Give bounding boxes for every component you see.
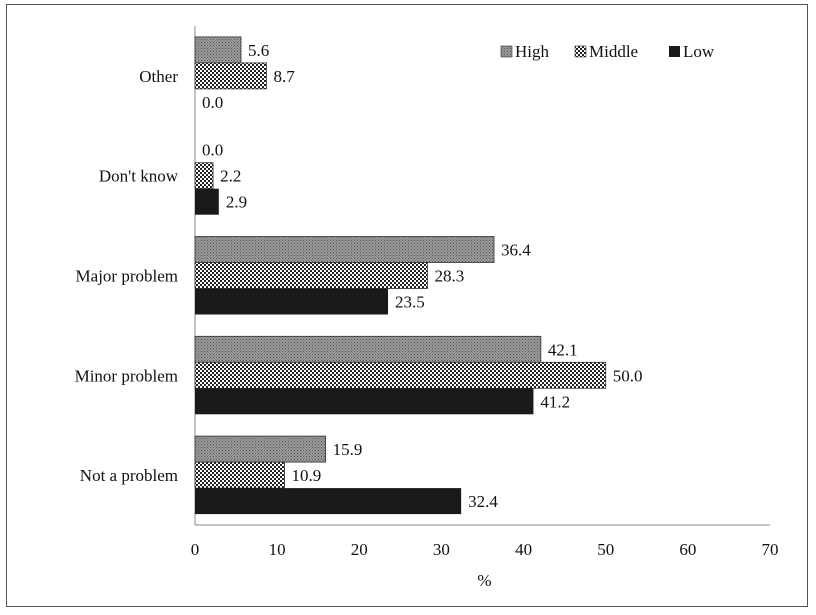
labels: Not a problem 15.9 10.9 32.4 Minor problem 42…: [75, 41, 643, 511]
bar-middle: [194, 162, 214, 190]
data-label: 0.0: [202, 141, 223, 160]
data-label: 36.4: [501, 241, 531, 260]
bars: [194, 36, 607, 515]
legend-label: High: [515, 42, 550, 61]
legend-swatch-low: [669, 46, 680, 57]
data-label: 2.9: [226, 193, 247, 212]
data-label: 23.5: [395, 293, 425, 312]
category-label: Minor problem: [75, 366, 178, 385]
bar-middle: [194, 62, 267, 90]
data-label: 8.7: [273, 67, 295, 86]
bar-low: [195, 388, 534, 415]
x-tick-label: 0: [191, 540, 200, 559]
data-label: 10.9: [292, 466, 322, 485]
x-tick-label: 60: [679, 540, 696, 559]
x-tick-label: 20: [351, 540, 368, 559]
category-label: Don't know: [99, 167, 179, 186]
legend: High Middle Low: [500, 42, 715, 61]
data-label: 41.2: [540, 392, 570, 411]
category-label: Major problem: [76, 267, 178, 286]
data-label: 28.3: [434, 267, 464, 286]
x-tick-label: 70: [762, 540, 779, 559]
data-label: 15.9: [333, 440, 363, 459]
x-tick-label: 40: [515, 540, 532, 559]
data-label: 2.2: [220, 167, 241, 186]
data-label: 0.0: [202, 93, 223, 112]
data-label: 50.0: [613, 366, 643, 385]
bar-high: [194, 36, 242, 64]
bar-high: [194, 435, 327, 463]
category-label: Other: [139, 67, 178, 86]
x-axis-title: %: [477, 571, 491, 590]
x-tick-label: 10: [269, 540, 286, 559]
bar-high: [194, 236, 495, 263]
data-label: 32.4: [468, 492, 498, 511]
bar-low: [195, 288, 389, 315]
legend-swatch-middle: [574, 45, 587, 58]
x-tick-label: 30: [433, 540, 450, 559]
x-tick-label: 50: [597, 540, 614, 559]
bar-low: [195, 188, 219, 215]
category-label: Not a problem: [80, 466, 178, 485]
bar-high: [194, 335, 542, 363]
bar-middle: [194, 461, 285, 489]
data-label: 42.1: [548, 340, 578, 359]
legend-label: Middle: [589, 42, 638, 61]
bar-middle: [194, 262, 428, 289]
bar-low: [195, 488, 462, 515]
legend-swatch-high: [500, 45, 513, 58]
bar-middle: [194, 361, 607, 389]
legend-label: Low: [683, 42, 715, 61]
data-label: 5.6: [248, 41, 269, 60]
